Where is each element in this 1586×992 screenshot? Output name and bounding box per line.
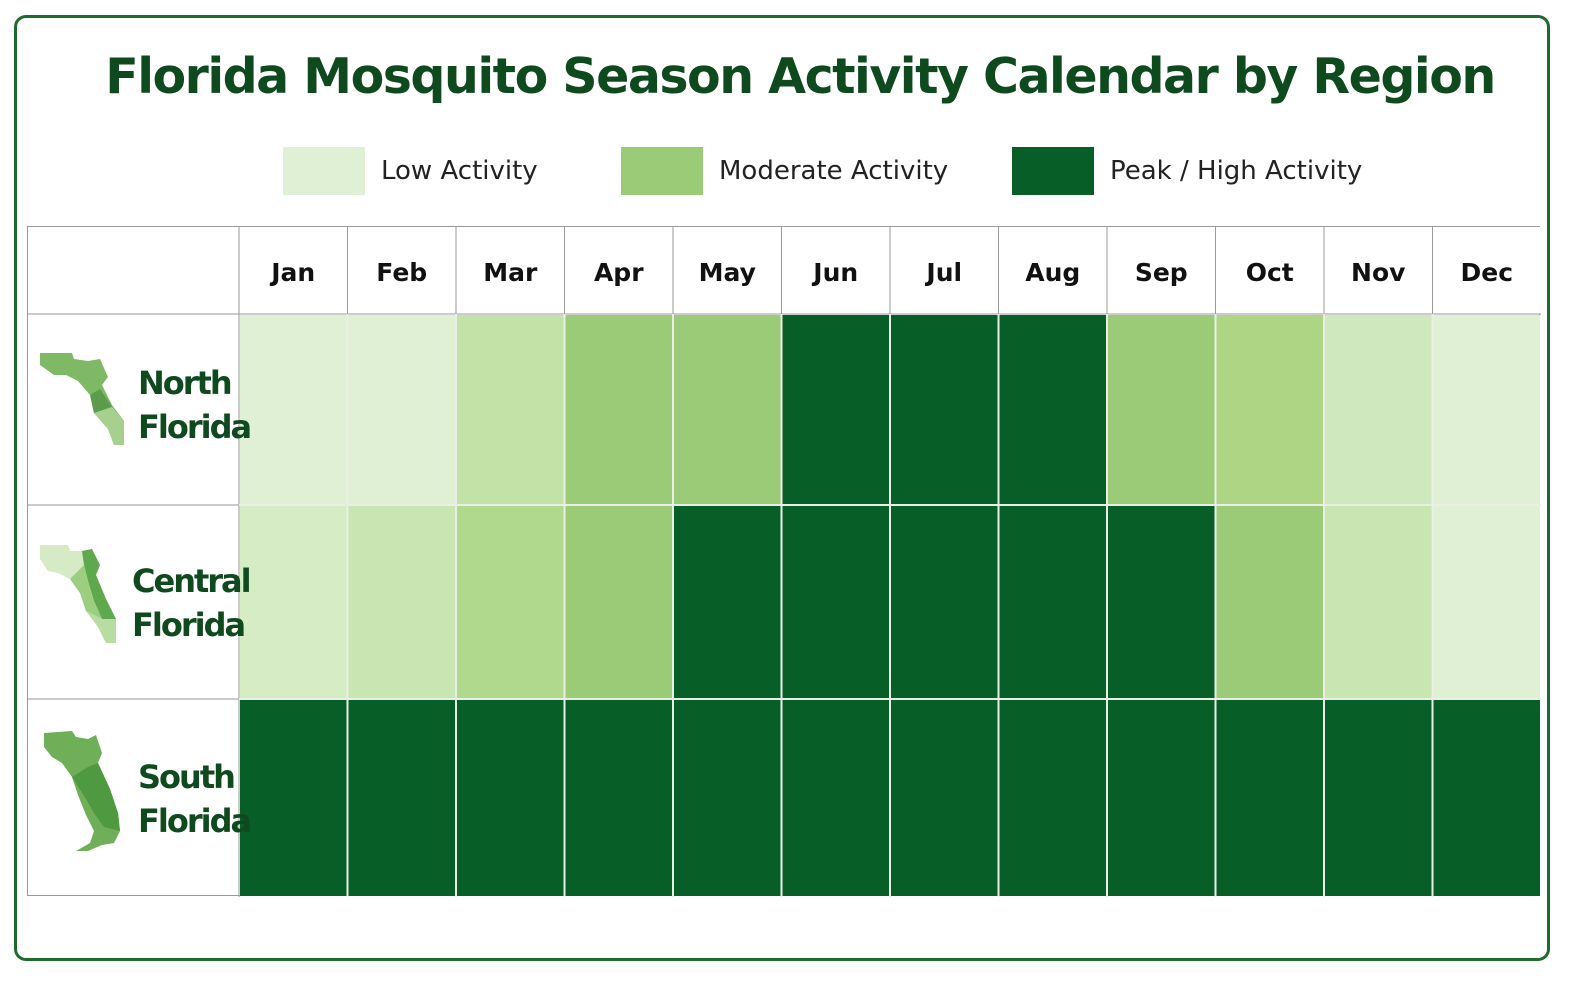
row-label-north-line1: North bbox=[138, 364, 233, 402]
central-florida-map-icon bbox=[40, 545, 116, 643]
south-florida-map-icon bbox=[44, 731, 120, 851]
heatmap-cell-north-florida-aug bbox=[999, 315, 1106, 504]
month-header-jan: Jan bbox=[269, 258, 315, 287]
heatmap-cell-south-florida-may bbox=[674, 700, 781, 896]
legend-swatch-peak bbox=[1012, 147, 1094, 195]
heatmap-cell-south-florida-aug bbox=[999, 700, 1106, 896]
heatmap-cell-south-florida-jan bbox=[240, 700, 347, 896]
legend-label-low: Low Activity bbox=[381, 156, 538, 186]
month-header-apr: Apr bbox=[594, 258, 644, 287]
heatmap-cell-south-florida-mar bbox=[457, 700, 564, 896]
heatmap-cell-south-florida-nov bbox=[1325, 700, 1432, 896]
heatmap-cell-south-florida-oct bbox=[1216, 700, 1323, 896]
row-label-central-line2: Florida bbox=[132, 606, 246, 644]
chart-title: Florida Mosquito Season Activity Calenda… bbox=[105, 48, 1496, 105]
heatmap-cell-central-florida-may bbox=[674, 506, 781, 698]
heatmap-cell-north-florida-feb bbox=[348, 315, 455, 504]
heatmap-cell-north-florida-nov bbox=[1325, 315, 1432, 504]
heatmap-cell-central-florida-mar bbox=[457, 506, 564, 698]
row-label-south-line2: Florida bbox=[138, 802, 252, 840]
month-header-aug: Aug bbox=[1025, 258, 1080, 287]
heatmap-cell-central-florida-jul bbox=[891, 506, 998, 698]
heatmap-cell-central-florida-oct bbox=[1216, 506, 1323, 698]
row-label-central-line1: Central bbox=[132, 562, 252, 600]
row-label-central-florida: Central Florida bbox=[132, 559, 252, 647]
heatmap-cell-north-florida-may bbox=[674, 315, 781, 504]
legend-swatch-moderate bbox=[621, 147, 703, 195]
heatmap-cell-north-florida-oct bbox=[1216, 315, 1323, 504]
heatmap-cell-south-florida-dec bbox=[1433, 700, 1540, 896]
heatmap-cell-north-florida-mar bbox=[457, 315, 564, 504]
row-label-north-line2: Florida bbox=[138, 408, 252, 446]
heatmap-cell-north-florida-jun bbox=[782, 315, 889, 504]
heatmap-cell-central-florida-aug bbox=[999, 506, 1106, 698]
month-header-mar: Mar bbox=[483, 258, 538, 287]
north-florida-map-icon bbox=[40, 353, 124, 445]
month-header-jun: Jun bbox=[811, 258, 858, 287]
legend-label-peak: Peak / High Activity bbox=[1110, 156, 1363, 186]
legend-swatch-low bbox=[283, 147, 365, 195]
month-header-jul: Jul bbox=[924, 258, 962, 287]
month-header-oct: Oct bbox=[1246, 258, 1294, 287]
row-label-south-line1: South bbox=[138, 758, 236, 796]
heatmap-cell-south-florida-jun bbox=[782, 700, 889, 896]
row-label-south-florida: South Florida bbox=[138, 755, 252, 843]
heatmap-cell-central-florida-apr bbox=[565, 506, 672, 698]
month-header-feb: Feb bbox=[376, 258, 427, 287]
heatmap-cell-south-florida-jul bbox=[891, 700, 998, 896]
heatmap-cell-north-florida-dec bbox=[1433, 315, 1540, 504]
heatmap-cell-central-florida-jan bbox=[240, 506, 347, 698]
month-header-nov: Nov bbox=[1351, 258, 1405, 287]
heatmap-cell-north-florida-sep bbox=[1108, 315, 1215, 504]
row-label-north-florida: North Florida bbox=[138, 361, 252, 449]
month-header-may: May bbox=[699, 258, 756, 287]
activity-heatmap: Jan Feb Mar Apr May Jun Jul Aug Sep Oct Nov Dec Nor… bbox=[27, 226, 1541, 897]
heatmap-cell-central-florida-dec bbox=[1433, 506, 1540, 698]
heatmap-cell-south-florida-feb bbox=[348, 700, 455, 896]
heatmap-svg: Jan Feb Mar Apr May Jun Jul Aug Sep Oct Nov Dec bbox=[28, 227, 1541, 897]
heatmap-cell-central-florida-jun bbox=[782, 506, 889, 698]
legend-label-moderate: Moderate Activity bbox=[719, 156, 949, 186]
heatmap-cell-north-florida-apr bbox=[565, 315, 672, 504]
heatmap-cell-south-florida-sep bbox=[1108, 700, 1215, 896]
header-row-background bbox=[28, 227, 1541, 314]
heatmap-cell-central-florida-feb bbox=[348, 506, 455, 698]
heatmap-cell-north-florida-jan bbox=[240, 315, 347, 504]
heatmap-cell-north-florida-jul bbox=[891, 315, 998, 504]
heatmap-cell-central-florida-sep bbox=[1108, 506, 1215, 698]
month-header-dec: Dec bbox=[1460, 258, 1513, 287]
heatmap-cell-south-florida-apr bbox=[565, 700, 672, 896]
month-header-sep: Sep bbox=[1135, 258, 1188, 287]
heatmap-cell-central-florida-nov bbox=[1325, 506, 1432, 698]
